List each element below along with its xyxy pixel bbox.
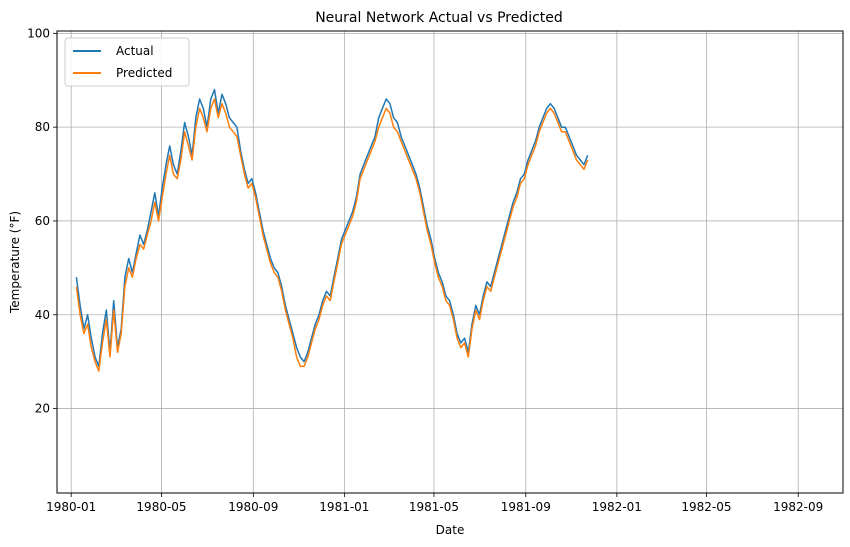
x-tick-label: 1981-09 [501, 500, 551, 514]
x-tick-label: 1982-09 [773, 500, 823, 514]
x-axis: 1980-01 1980-05 1980-09 1981-01 1981-05 1981-… [46, 493, 823, 514]
y-tick-label: 20 [35, 402, 50, 416]
legend-label-predicted: Predicted [116, 66, 172, 80]
x-tick-label: 1981-01 [319, 500, 369, 514]
plot-frame [56, 30, 844, 494]
x-tick-label: 1981-05 [409, 500, 459, 514]
x-tick-label: 1982-01 [592, 500, 642, 514]
series-line-actual [75, 88, 589, 368]
y-tick-label: 100 [27, 26, 50, 40]
x-tick-label: 1982-05 [681, 500, 731, 514]
x-tick-label: 1980-05 [136, 500, 186, 514]
x-axis-label: Date [436, 523, 465, 537]
x-tick-label: 1980-01 [46, 500, 96, 514]
x-tick-label: 1980-09 [228, 500, 278, 514]
series-line-predicted [75, 98, 589, 372]
series-layer [75, 88, 589, 372]
chart-title: Neural Network Actual vs Predicted [315, 10, 563, 26]
y-axis-label: Temperature (°F) [8, 211, 22, 314]
y-tick-label: 60 [35, 214, 50, 228]
y-tick-label: 80 [35, 120, 50, 134]
legend-label-actual: Actual [116, 44, 154, 58]
grid-lines [57, 31, 843, 493]
y-tick-label: 40 [35, 308, 50, 322]
legend: Actual Predicted [64, 37, 190, 87]
y-axis: 20 40 60 80 100 [27, 26, 57, 416]
